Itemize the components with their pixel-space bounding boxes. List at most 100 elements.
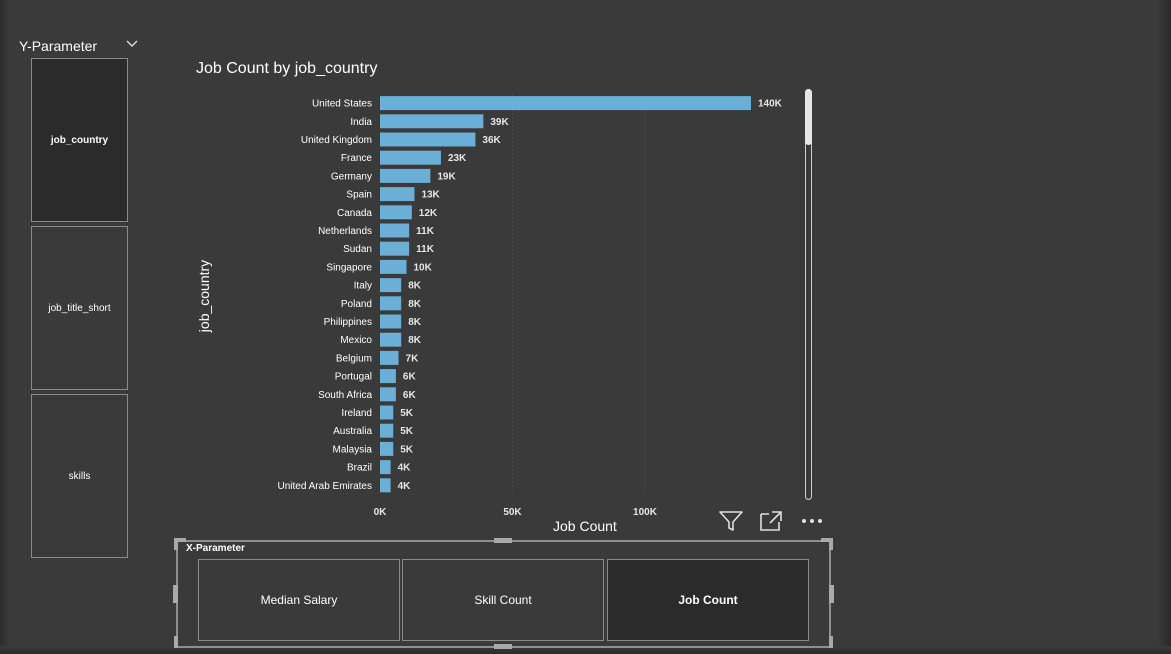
y-option-skills[interactable]: skills: [31, 394, 128, 558]
bar-canada[interactable]: [380, 205, 412, 220]
y-axis-label: job_country: [196, 259, 212, 333]
frame-edge-right: [1157, 0, 1171, 654]
focus-mode-icon[interactable]: [758, 509, 784, 533]
x-tick-label: 0K: [374, 507, 388, 518]
data-label: 39K: [490, 117, 509, 128]
resize-handle-top-right[interactable]: [821, 538, 833, 542]
chart-title: Job Count by job_country: [196, 60, 378, 77]
resize-handle-top-left[interactable]: [174, 538, 186, 542]
bar-sudan[interactable]: [380, 241, 410, 256]
data-label: 140K: [758, 99, 783, 110]
category-label: Philippines: [324, 317, 372, 328]
category-label: Belgium: [336, 353, 372, 364]
data-label: 12K: [419, 208, 438, 219]
bar-united-states[interactable]: [380, 96, 751, 111]
bar-ireland[interactable]: [380, 405, 394, 420]
data-label: 8K: [408, 299, 422, 310]
category-label: Portugal: [335, 372, 372, 383]
chart-scrollbar-track[interactable]: [805, 89, 812, 500]
category-label: Australia: [333, 426, 372, 437]
x-option-skill-count[interactable]: Skill Count: [402, 559, 604, 641]
category-label: United Kingdom: [301, 135, 372, 146]
data-label: 4K: [398, 463, 412, 474]
category-label: Netherlands: [318, 226, 372, 237]
data-label: 13K: [421, 190, 440, 201]
data-label: 5K: [400, 408, 414, 419]
bar-italy[interactable]: [380, 278, 402, 293]
y-option-job-country[interactable]: job_country: [31, 58, 128, 222]
category-label: Poland: [341, 299, 372, 310]
resize-handle-bottom-left[interactable]: [174, 636, 178, 648]
category-label: Spain: [346, 190, 372, 201]
data-label: 8K: [408, 335, 422, 346]
x-tick-label: 50K: [503, 507, 522, 518]
x-axis-label: Job Count: [553, 518, 617, 534]
data-label: 36K: [482, 135, 501, 146]
data-label: 5K: [400, 426, 414, 437]
bar-spain[interactable]: [380, 187, 415, 202]
data-label: 19K: [437, 171, 456, 182]
x-tick-label: 100K: [633, 507, 658, 518]
bar-philippines[interactable]: [380, 314, 402, 329]
bar-south-africa[interactable]: [380, 387, 396, 402]
bar-united-kingdom[interactable]: [380, 132, 476, 147]
data-label: 11K: [416, 244, 435, 255]
data-label: 6K: [403, 372, 417, 383]
x-option-job-count[interactable]: Job Count: [607, 559, 809, 641]
bar-portugal[interactable]: [380, 369, 396, 384]
data-label: 23K: [448, 153, 467, 164]
resize-handle-left[interactable]: [173, 585, 178, 603]
bar-india[interactable]: [380, 114, 484, 129]
bar-france[interactable]: [380, 150, 441, 165]
filter-icon[interactable]: [718, 509, 744, 533]
data-label: 10K: [414, 262, 433, 273]
resize-handle-top-left-vertical[interactable]: [174, 538, 178, 550]
category-label: Malaysia: [333, 444, 373, 455]
bar-malaysia[interactable]: [380, 441, 394, 456]
category-label: France: [341, 153, 373, 164]
category-label: Ireland: [341, 408, 372, 419]
category-label: Mexico: [340, 335, 372, 346]
resize-handle-bottom-right[interactable]: [829, 636, 833, 648]
resize-handle-bottom[interactable]: [494, 644, 512, 649]
y-parameter-header[interactable]: Y-Parameter: [19, 37, 141, 55]
frame-edge-left: [0, 0, 10, 654]
y-parameter-title: Y-Parameter: [19, 38, 98, 54]
chart-scrollbar-thumb[interactable]: [805, 89, 812, 145]
y-option-job-title-short[interactable]: job_title_short: [31, 226, 128, 390]
category-label: Canada: [337, 208, 372, 219]
category-label: Brazil: [347, 463, 372, 474]
bar-belgium[interactable]: [380, 350, 399, 365]
category-label: Germany: [331, 171, 372, 182]
category-label: Singapore: [326, 262, 372, 273]
x-parameter-title: X-Parameter: [186, 543, 245, 554]
bar-mexico[interactable]: [380, 332, 402, 347]
data-label: 11K: [416, 226, 435, 237]
bar-poland[interactable]: [380, 296, 402, 311]
bar-germany[interactable]: [380, 168, 431, 183]
frame-edge-bottom: [0, 646, 1171, 654]
category-label: Italy: [354, 281, 372, 292]
resize-handle-top[interactable]: [494, 538, 512, 543]
bar-australia[interactable]: [380, 423, 394, 438]
category-label: United Arab Emirates: [278, 481, 373, 492]
x-option-median-salary[interactable]: Median Salary: [198, 559, 400, 641]
bar-brazil[interactable]: [380, 460, 391, 475]
category-label: United States: [312, 99, 372, 110]
category-label: South Africa: [318, 390, 372, 401]
data-label: 6K: [403, 390, 417, 401]
resize-handle-right[interactable]: [829, 585, 834, 603]
category-label: Sudan: [343, 244, 372, 255]
data-label: 5K: [400, 444, 414, 455]
more-options-icon[interactable]: [800, 509, 826, 533]
bar-united-arab-emirates[interactable]: [380, 478, 391, 493]
bar-chart: United States 140K India 39K United Kingdom 3…: [278, 94, 783, 518]
data-label: 7K: [406, 353, 420, 364]
data-label: 8K: [408, 317, 422, 328]
chevron-down-icon[interactable]: [125, 37, 139, 51]
bar-singapore[interactable]: [380, 259, 407, 274]
bar-netherlands[interactable]: [380, 223, 410, 238]
data-label: 4K: [398, 481, 412, 492]
resize-handle-top-right-vertical[interactable]: [829, 538, 833, 550]
category-label: India: [350, 117, 372, 128]
